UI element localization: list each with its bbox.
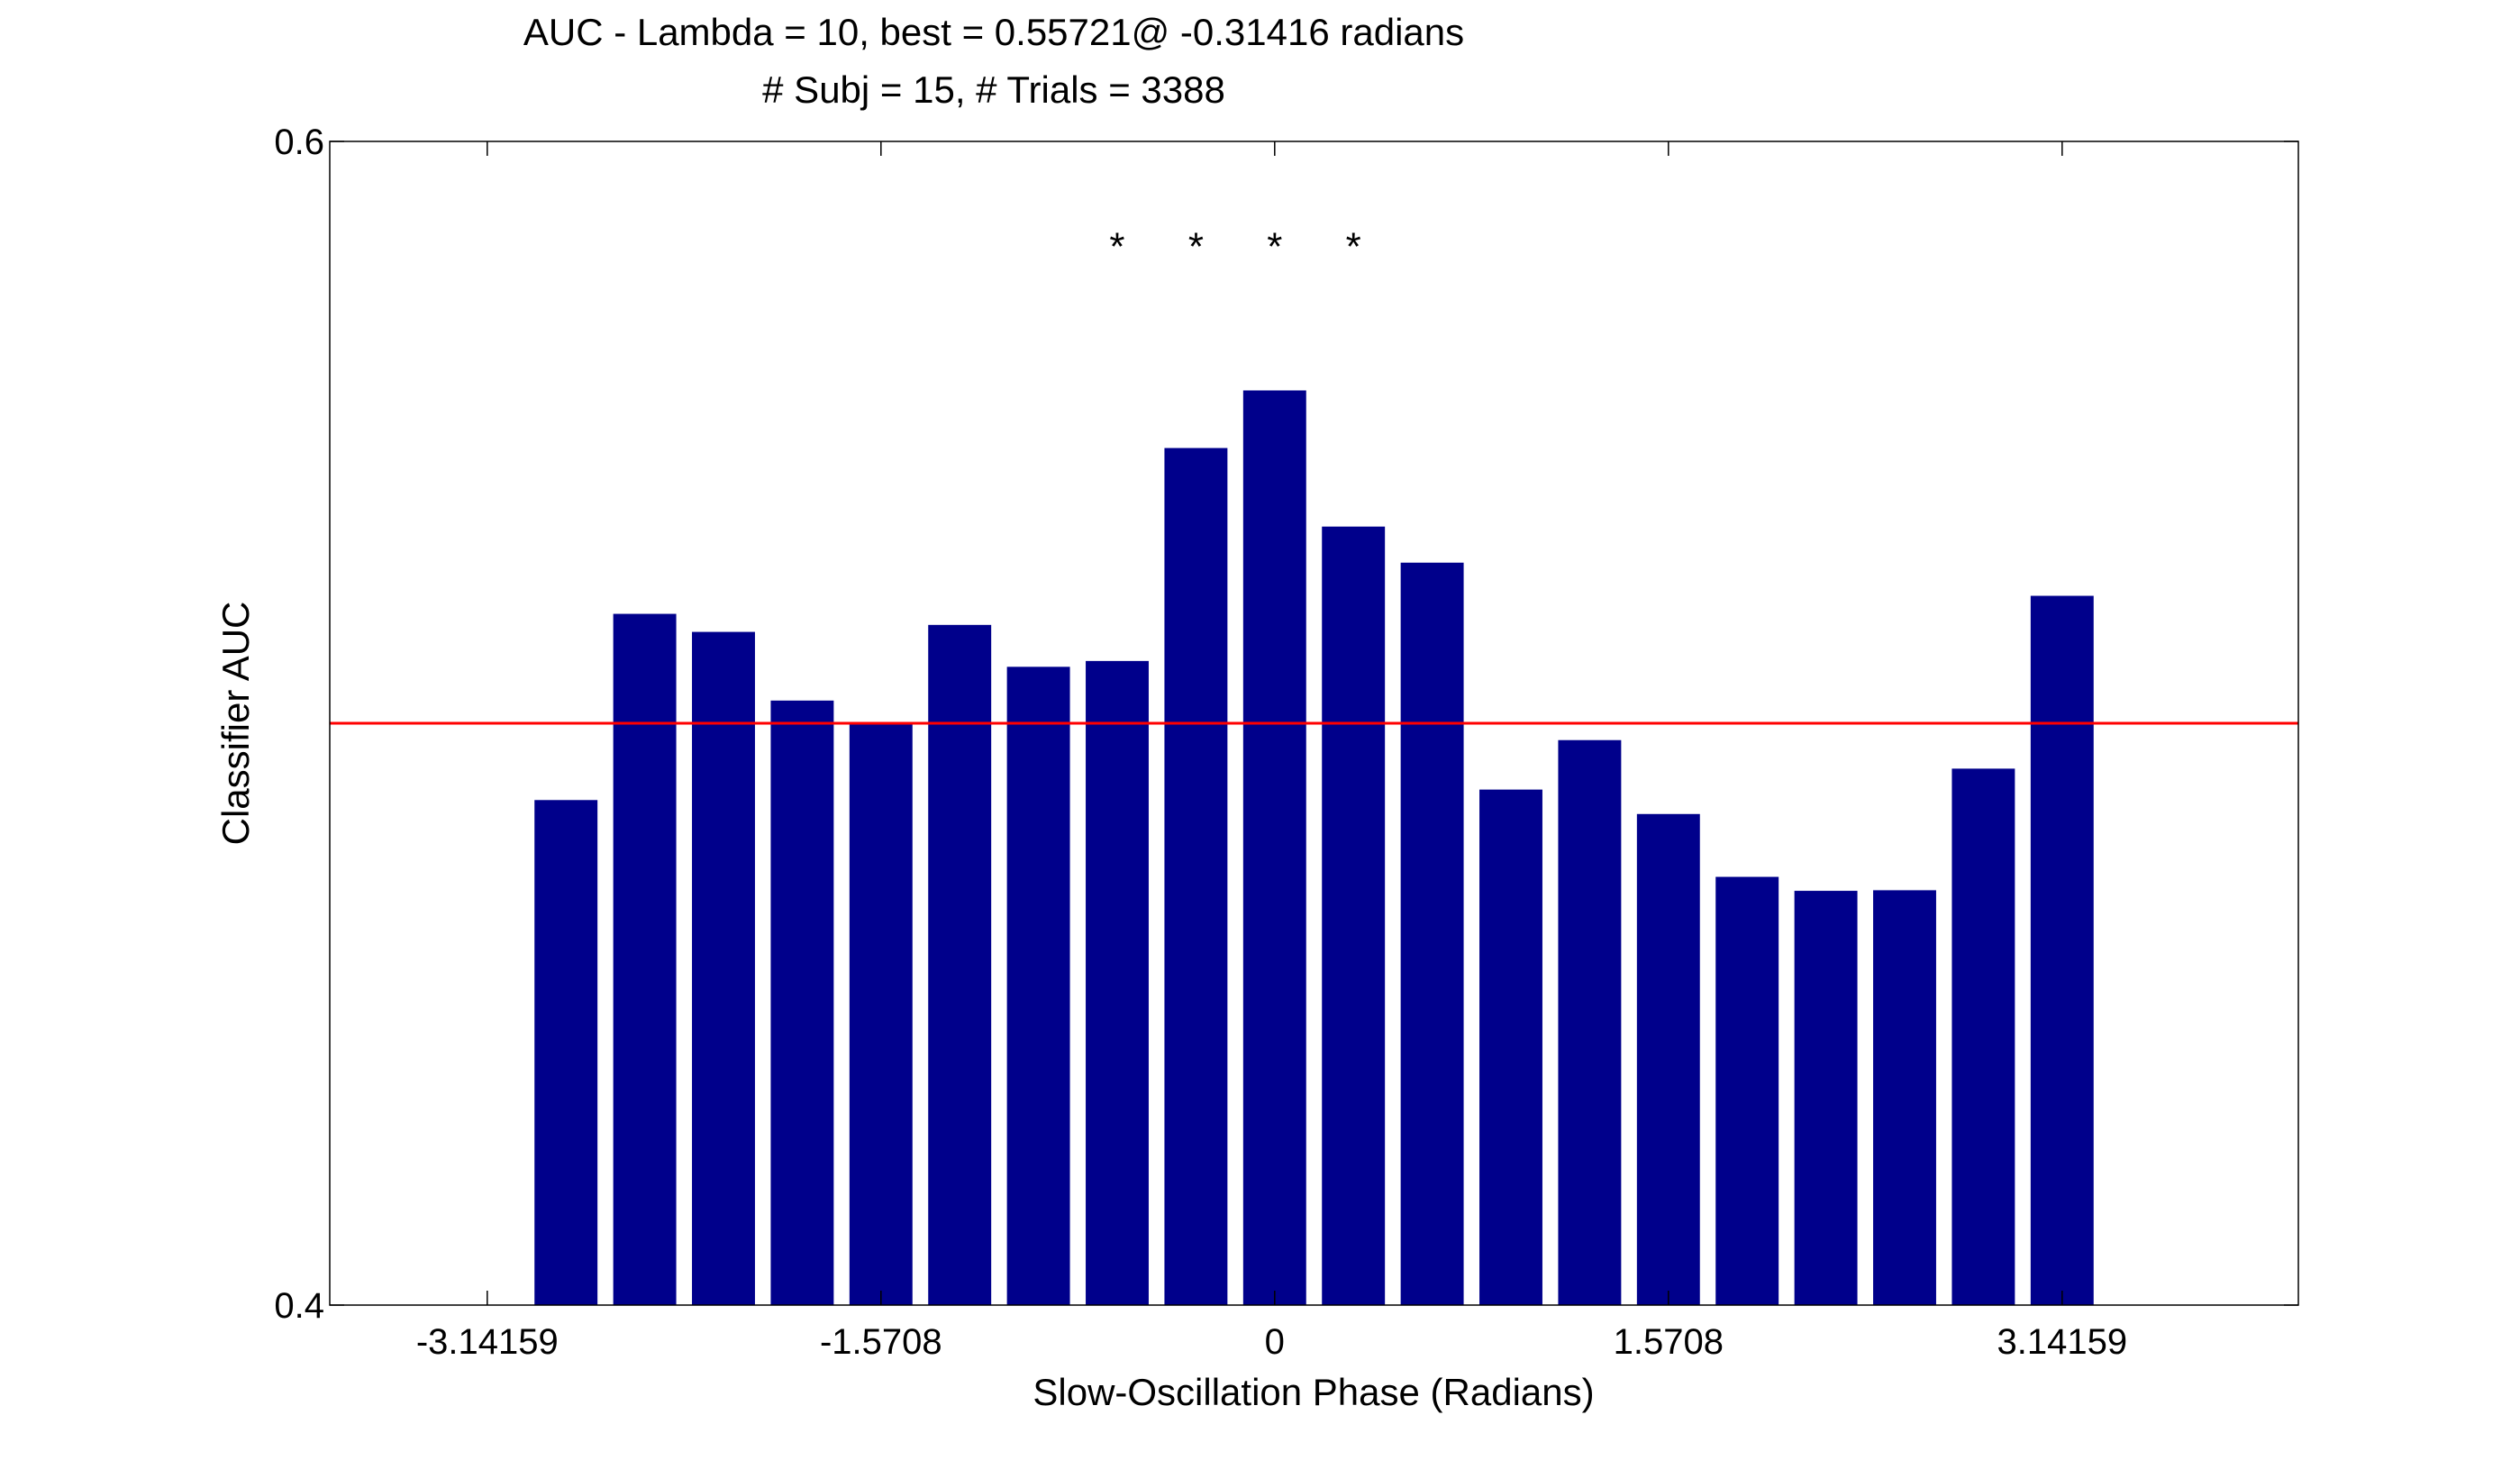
bar bbox=[1873, 890, 1936, 1305]
y-tick-label: 0.6 bbox=[274, 122, 324, 162]
y-axis-label: Classifier AUC bbox=[214, 602, 257, 846]
significance-marker: * bbox=[1267, 225, 1282, 269]
bar bbox=[1086, 660, 1149, 1305]
significance-marker: * bbox=[1109, 225, 1124, 269]
bar bbox=[1400, 562, 1464, 1305]
bar bbox=[534, 800, 598, 1305]
x-axis-label: Slow-Oscillation Phase (Radians) bbox=[1033, 1371, 1594, 1413]
x-tick-labels: -3.14159 -1.5708 0 1.5708 3.14159 bbox=[416, 1322, 2127, 1362]
chart-title: AUC - Lambda = 10, best = 0.55721@ -0.31… bbox=[523, 11, 1464, 53]
chart-subtitle: # Subj = 15, # Trials = 3388 bbox=[762, 68, 1225, 111]
plot-area: * * * * bbox=[329, 141, 2299, 1306]
y-tick-labels: 0.4 0.6 bbox=[274, 122, 324, 1326]
x-tick-label: -1.5708 bbox=[820, 1322, 942, 1362]
bar bbox=[1558, 739, 1622, 1305]
bar bbox=[613, 613, 677, 1305]
x-tick-label: -3.14159 bbox=[416, 1322, 559, 1362]
bar bbox=[1322, 526, 1386, 1305]
bar bbox=[1006, 667, 1070, 1305]
bar bbox=[692, 631, 755, 1305]
significance-markers: * * * * bbox=[1109, 225, 1360, 269]
x-tick-label: 3.14159 bbox=[1997, 1322, 2128, 1362]
axes-frame bbox=[329, 141, 2299, 1306]
y-tick-label: 0.4 bbox=[274, 1286, 324, 1326]
bar bbox=[1242, 390, 1306, 1305]
bar bbox=[849, 723, 913, 1305]
bar bbox=[1794, 891, 1858, 1305]
x-tick-label: 1.5708 bbox=[1614, 1322, 1724, 1362]
significance-marker: * bbox=[1346, 225, 1361, 269]
tick-marks bbox=[330, 141, 2298, 1306]
bar bbox=[1479, 789, 1542, 1305]
x-tick-label: 0 bbox=[1265, 1322, 1285, 1362]
bar bbox=[1164, 448, 1228, 1305]
bar bbox=[928, 624, 992, 1305]
bars-layer bbox=[534, 390, 2094, 1305]
significance-marker: * bbox=[1188, 225, 1204, 269]
bar bbox=[1715, 876, 1779, 1305]
bar bbox=[1636, 813, 1700, 1305]
bar bbox=[2030, 595, 2094, 1305]
bar bbox=[1951, 768, 2015, 1305]
bar bbox=[770, 700, 834, 1305]
